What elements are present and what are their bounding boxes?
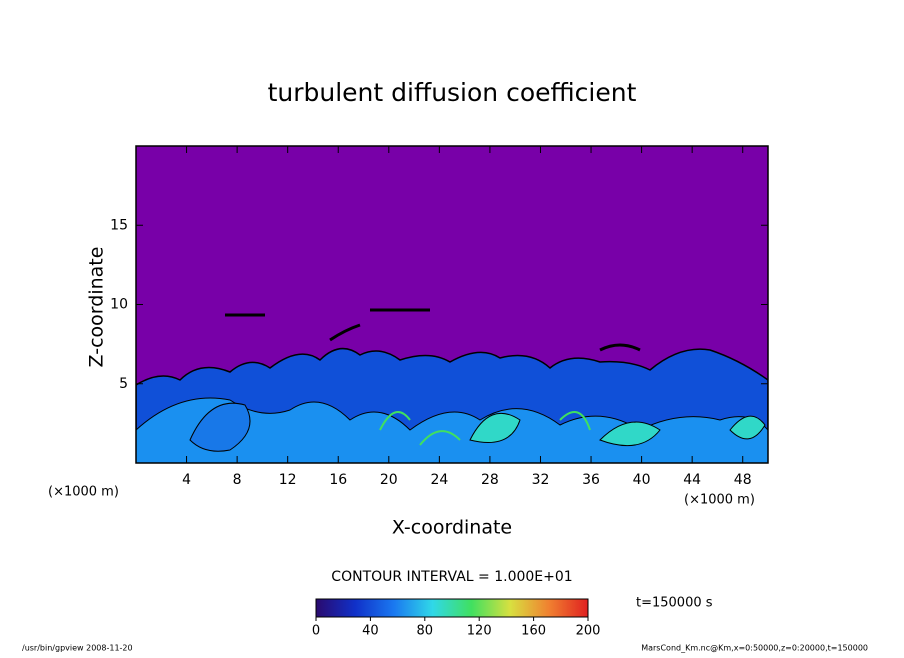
x-tick-label: 40 — [633, 472, 651, 488]
field-region — [469, 412, 766, 447]
y-tick-label: 10 — [110, 297, 128, 313]
colorbar-tick-label: 40 — [362, 624, 379, 639]
x-axis-label: X-coordinate — [392, 517, 512, 539]
x-tick-label: 32 — [532, 472, 550, 488]
contour-interval: CONTOUR INTERVAL = 1.000E+01 — [331, 569, 572, 585]
time-label: t=150000 s — [636, 596, 713, 611]
colorbar-tick-label: 160 — [521, 624, 546, 639]
field — [136, 308, 768, 463]
x-tick-label: 44 — [683, 472, 701, 488]
x-tick-label: 24 — [430, 472, 448, 488]
x-tick-label: 28 — [481, 472, 499, 488]
footer-left: /usr/bin/gpview 2008-11-20 — [22, 644, 133, 653]
colorbar-tick-label: 0 — [312, 624, 320, 639]
x-tick-label: 12 — [279, 472, 297, 488]
colorbar — [315, 598, 589, 618]
chart-title: turbulent diffusion coefficient — [268, 78, 637, 107]
x-tick-label: 4 — [182, 472, 191, 488]
x-unit: (×1000 m) — [684, 493, 755, 508]
y-tick-label: 5 — [119, 376, 128, 392]
field-contour — [225, 308, 641, 352]
colorbar-tick-label: 80 — [417, 624, 434, 639]
y-tick-label: 15 — [110, 217, 128, 233]
y-axis-label: Z-coordinate — [86, 247, 108, 368]
field-region — [136, 397, 768, 463]
x-tick-label: 16 — [329, 472, 347, 488]
field-contour — [379, 411, 591, 446]
footer-right: MarsCond_Km.nc@Km,x=0:50000,z=0:20000,t=… — [641, 644, 868, 653]
field-region — [189, 402, 251, 452]
x-tick-label: 8 — [233, 472, 242, 488]
x-tick-label: 20 — [380, 472, 398, 488]
x-tick-label: 36 — [582, 472, 600, 488]
colorbar-tick-label: 120 — [467, 624, 492, 639]
y-unit: (×1000 m) — [48, 485, 119, 500]
colorbar-tick-label: 200 — [576, 624, 601, 639]
x-tick-label: 48 — [734, 472, 752, 488]
